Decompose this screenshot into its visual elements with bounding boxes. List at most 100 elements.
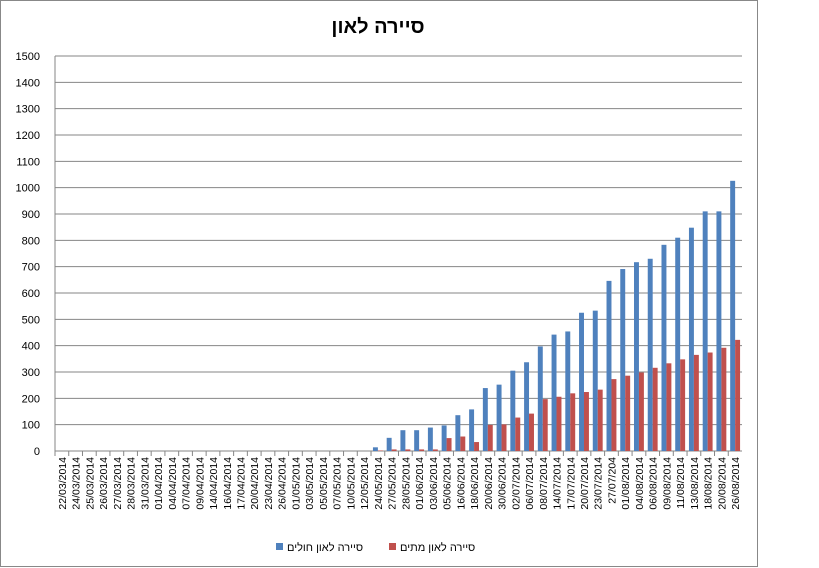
bar	[414, 430, 420, 451]
y-tick-label: 600	[22, 288, 40, 300]
x-tick-label: 01/04/2014	[153, 457, 165, 510]
x-tick-label: 27/03/2014	[112, 457, 124, 510]
bar	[583, 392, 589, 451]
x-tick-label: 30/06/2014	[497, 457, 509, 510]
x-tick-label: 18/06/2014	[469, 457, 481, 510]
bar	[529, 413, 534, 451]
legend-label: סיירה לאון חולים	[287, 541, 363, 554]
bar	[620, 269, 626, 451]
x-tick-label: 24/03/2014	[71, 457, 83, 510]
x-tick-label: 06/08/2014	[648, 457, 660, 510]
x-tick-label: 20/08/2014	[716, 457, 728, 510]
x-tick-label: 26/04/2014	[277, 457, 289, 510]
x-tick-label: 08/07/2014	[538, 457, 550, 510]
x-tick-label: 23/07/2014	[593, 457, 605, 510]
bar	[427, 427, 433, 451]
bar	[735, 339, 741, 451]
bar	[377, 450, 383, 451]
bar	[611, 379, 617, 451]
x-tick-label: 09/08/2014	[661, 457, 673, 510]
bar	[510, 370, 516, 451]
bar	[702, 211, 708, 451]
bar	[391, 449, 397, 451]
x-tick-label: 16/04/2014	[222, 457, 234, 510]
bar	[625, 375, 631, 451]
x-tick-label: 26/03/2014	[98, 457, 110, 510]
x-tick-label: 04/04/2014	[167, 457, 179, 510]
legend-label: סיירה לאון מתים	[400, 541, 475, 554]
bar	[606, 280, 612, 451]
x-tick-label: 09/04/2014	[194, 457, 206, 510]
x-tick-label: 06/07/2014	[524, 457, 536, 510]
bar	[551, 334, 557, 451]
x-tick-label: 02/07/2014	[510, 457, 522, 510]
bar	[496, 384, 502, 451]
x-tick-label: 31/03/2014	[139, 457, 151, 510]
y-tick-label: 0	[34, 446, 40, 458]
x-tick-label: 27/07/204	[606, 457, 618, 504]
x-tick-label: 16/06/2014	[455, 457, 467, 510]
bar	[579, 312, 584, 451]
y-tick-label: 500	[22, 314, 40, 326]
x-tick-label: 17/04/2014	[235, 457, 247, 510]
bar	[372, 447, 378, 451]
bar	[730, 180, 736, 451]
x-tick-label: 26/08/2014	[730, 457, 742, 510]
bar	[487, 424, 493, 451]
bar	[524, 362, 530, 451]
bar	[542, 399, 548, 451]
y-tick-label: 200	[22, 393, 40, 405]
bar	[688, 227, 694, 451]
bar	[661, 244, 667, 451]
bar	[652, 367, 658, 451]
x-tick-label: 20/04/2014	[249, 457, 261, 510]
legend-swatch	[389, 543, 396, 550]
x-tick-label: 12/05/2014	[359, 457, 371, 510]
bar	[455, 415, 461, 451]
bar	[537, 346, 543, 451]
bar	[570, 393, 576, 451]
chart-title: סיירה לאון	[331, 16, 424, 38]
x-tick-label: 27/05/2014	[387, 457, 399, 510]
x-tick-label: 03/05/2014	[304, 457, 316, 510]
bar	[716, 211, 722, 451]
bar	[675, 237, 681, 451]
y-tick-label: 1400	[16, 77, 40, 89]
bar	[634, 262, 639, 451]
bar	[441, 425, 447, 451]
x-tick-label: 11/08/2014	[675, 457, 687, 509]
x-tick-label: 14/04/2014	[208, 457, 220, 510]
bar	[638, 372, 644, 451]
bar	[647, 258, 653, 451]
x-tick-label: 20/07/2014	[579, 457, 591, 510]
bar	[565, 331, 571, 451]
y-tick-label: 700	[22, 262, 40, 274]
y-tick-label: 400	[22, 341, 40, 353]
x-tick-label: 04/08/2014	[634, 457, 646, 510]
y-tick-label: 1200	[16, 130, 40, 142]
x-tick-label: 03/06/2014	[428, 457, 440, 510]
x-tick-label: 13/08/2014	[689, 457, 701, 510]
x-tick-label: 28/03/2014	[126, 457, 138, 510]
x-tick-label: 28/05/2014	[400, 457, 412, 510]
chart-frame	[0, 0, 758, 567]
x-tick-label: 05/06/2014	[442, 457, 454, 510]
legend-swatch	[276, 543, 283, 550]
bar	[501, 424, 507, 451]
bar	[666, 363, 672, 451]
bar	[482, 388, 488, 451]
x-tick-label: 07/04/2014	[181, 457, 193, 510]
x-tick-label: 14/07/2014	[552, 457, 564, 510]
bar	[405, 449, 411, 451]
y-tick-label: 900	[22, 209, 40, 221]
bar	[592, 310, 598, 451]
y-tick-label: 100	[22, 420, 40, 432]
y-tick-label: 1500	[16, 51, 40, 63]
x-tick-label: 10/05/2014	[345, 457, 357, 510]
bar	[680, 359, 686, 451]
y-tick-label: 300	[22, 367, 40, 379]
x-tick-label: 23/04/2014	[263, 457, 275, 510]
y-tick-label: 1300	[16, 104, 40, 116]
y-tick-label: 800	[22, 235, 40, 247]
